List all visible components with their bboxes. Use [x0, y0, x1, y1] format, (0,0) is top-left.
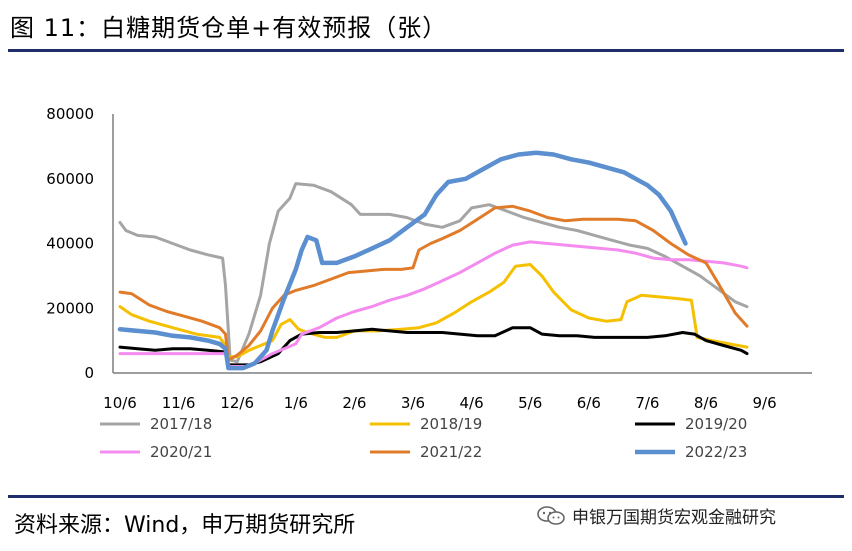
legend-label: 2018/19: [420, 415, 482, 433]
y-tick-label: 40000: [46, 235, 94, 253]
y-tick-label: 0: [84, 364, 94, 382]
series-line-2022-23: [117, 150, 688, 371]
legend-item-2018-19: 2018/19: [370, 415, 482, 433]
watermark-text: 申银万国期货宏观金融研究: [572, 508, 776, 528]
axes: [112, 114, 812, 374]
legend-item-2022-23: 2022/23: [635, 443, 747, 461]
title-rule: [8, 49, 844, 52]
y-tick-label: 80000: [46, 105, 94, 123]
legend-label: 2020/21: [150, 443, 212, 461]
series-line-2017-18: [118, 182, 749, 364]
legend-label: 2019/20: [685, 415, 747, 433]
x-tick-labels: 10/6 11/6 12/6 1/6 2/6 3/6 4/6 5/6 6/6 7/6 8/6 9/6: [103, 394, 777, 412]
series-line-2019-20: [118, 326, 749, 367]
y-tick-labels: 0 20000 40000 60000 80000: [46, 105, 94, 382]
legend-item-2017-18: 2017/18: [100, 415, 212, 433]
chart-title: 图 11：白糖期货仓单+有效预报（张）: [10, 14, 448, 42]
source-note: 资料来源：Wind，申万期货研究所: [14, 513, 356, 538]
x-tick-label: 6/6: [577, 394, 601, 412]
x-tick-label: 11/6: [162, 394, 196, 412]
x-tick-label: 1/6: [284, 394, 308, 412]
line-chart: 0 20000 40000 60000 80000 10/6 11/6 12/6 1/6 2/6…: [46, 105, 812, 461]
series-line-2020-21: [118, 240, 749, 368]
y-tick-label: 20000: [46, 299, 94, 317]
y-tick-label: 60000: [46, 170, 94, 188]
x-tick-label: 3/6: [401, 394, 425, 412]
legend-item-2021-22: 2021/22: [370, 443, 482, 461]
footer-rule: [8, 495, 844, 498]
wechat-icon: [537, 505, 565, 525]
series-line-2021-22: [118, 204, 749, 362]
watermark: 申银万国期货宏观金融研究: [536, 503, 776, 528]
legend-label: 2022/23: [685, 443, 747, 461]
x-tick-label: 4/6: [460, 394, 484, 412]
series-line-2018-19: [118, 263, 749, 359]
legend-label: 2021/22: [420, 443, 482, 461]
legend-item-2020-21: 2020/21: [100, 443, 212, 461]
x-tick-label: 2/6: [342, 394, 366, 412]
x-tick-label: 10/6: [103, 394, 137, 412]
x-tick-label: 7/6: [635, 394, 659, 412]
x-tick-label: 5/6: [518, 394, 542, 412]
x-tick-label: 8/6: [694, 394, 718, 412]
legend: 2017/18 2018/19 2019/20 2020/21 2021/22 2022/…: [100, 415, 747, 461]
x-tick-label: 12/6: [220, 394, 254, 412]
legend-item-2019-20: 2019/20: [635, 415, 747, 433]
series-lines: [117, 150, 749, 371]
legend-label: 2017/18: [150, 415, 212, 433]
x-tick-label: 9/6: [753, 394, 777, 412]
